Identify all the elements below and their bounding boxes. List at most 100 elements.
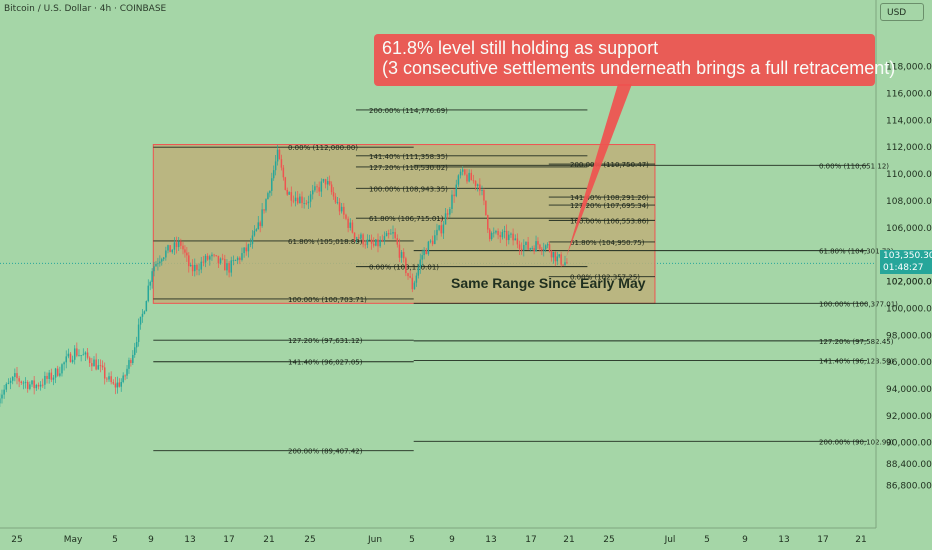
candle-body	[162, 257, 165, 260]
candle-body	[188, 255, 190, 267]
candle-body	[7, 382, 10, 384]
candle-body	[520, 248, 523, 251]
candle-body	[276, 149, 279, 162]
fib-level-label: 200.00% (90,102.90)	[819, 438, 894, 446]
candle-body	[215, 255, 217, 256]
candle-body	[307, 201, 310, 204]
candle-body	[29, 384, 31, 389]
candle-body	[151, 271, 153, 282]
candle-body	[449, 208, 451, 215]
fib-level-label: 127.20% (97,631.12)	[288, 337, 363, 345]
currency-selector[interactable]: USD	[880, 3, 924, 21]
fib-level-label: 200.00% (110,750.47)	[570, 161, 649, 169]
candle-body	[390, 233, 392, 235]
candle-body	[566, 262, 568, 264]
candle-body	[544, 245, 547, 250]
candle-body	[253, 230, 256, 236]
candle-body	[405, 258, 407, 274]
y-tick-label: 114,000.00	[886, 116, 932, 126]
candle-body	[377, 239, 379, 247]
candle-body	[434, 235, 436, 245]
candle-body	[514, 238, 516, 241]
candle-body	[69, 353, 72, 363]
candle-body	[286, 189, 288, 195]
candle-body	[182, 245, 184, 250]
candle-body	[161, 259, 163, 262]
candle-body	[147, 285, 150, 302]
candle-body	[186, 252, 188, 256]
candle-body	[204, 255, 207, 263]
bar-countdown: 01:48:27	[883, 263, 924, 273]
candle-body	[290, 192, 293, 201]
candle-body	[550, 251, 553, 258]
candle-body	[132, 354, 134, 364]
candle-body	[531, 247, 533, 249]
candle-body	[198, 269, 200, 271]
fib-level-label: 0.00% (112,000.00)	[288, 144, 358, 152]
candle-body	[217, 255, 220, 264]
candle-body	[525, 241, 527, 245]
x-tick-label: 13	[184, 535, 195, 545]
candle-body	[322, 179, 325, 182]
candle-body	[444, 213, 447, 225]
candle-body	[508, 234, 510, 241]
annotation-callout[interactable]: 61.8% level still holding as support (3 …	[374, 34, 895, 86]
candle-body	[556, 256, 559, 262]
candle-body	[413, 282, 416, 290]
candle-body	[20, 381, 23, 383]
y-tick-label: 90,000.00	[886, 439, 932, 449]
fib-level-label: 141.40% (108,291.26)	[570, 194, 649, 202]
candle-body	[259, 222, 261, 226]
candle-body	[421, 255, 423, 260]
candle-body	[548, 244, 551, 252]
candle-body	[372, 243, 375, 246]
candle-body	[103, 367, 106, 379]
candle-body	[118, 382, 121, 387]
candle-body	[135, 341, 138, 348]
candle-body	[234, 260, 237, 262]
candle-body	[541, 248, 543, 251]
fib-levels: 0.00% (112,000.00) 61.80% (105,018.89) 100…	[153, 107, 898, 456]
candle-body	[139, 316, 142, 325]
candle-body	[402, 252, 405, 259]
candle-body	[415, 275, 418, 283]
candle-body	[191, 265, 194, 272]
candle-body	[301, 196, 303, 204]
candle-body	[299, 196, 301, 204]
candle-body	[453, 194, 455, 197]
candle-body	[14, 373, 16, 377]
candle-body	[169, 245, 171, 253]
candle-body	[22, 382, 25, 384]
candle-body	[241, 253, 243, 260]
candle-body	[400, 252, 403, 258]
candle-body	[228, 263, 230, 273]
candle-body	[232, 260, 235, 262]
candles	[0, 144, 568, 407]
candle-body	[73, 348, 76, 360]
candle-body	[394, 232, 396, 239]
candle-body	[338, 202, 341, 212]
candle-body	[1, 394, 3, 399]
candle-body	[288, 192, 290, 195]
candle-body	[527, 241, 529, 250]
candle-body	[46, 375, 48, 379]
candle-body	[61, 364, 63, 374]
candle-body	[407, 273, 409, 277]
y-tick-label: 102,000.00	[886, 278, 932, 288]
candle-body	[108, 376, 110, 380]
y-tick-label: 98,000.00	[886, 331, 932, 341]
candle-body	[440, 225, 443, 234]
candle-body	[336, 202, 339, 204]
candle-body	[510, 233, 512, 235]
x-tick-label: 25	[603, 535, 614, 545]
candle-body	[318, 187, 320, 192]
x-tick-label: May	[64, 535, 83, 545]
candle-body	[330, 184, 333, 193]
fib-level-label: 61.80% (104,950.75)	[570, 239, 645, 247]
y-tick-label: 112,000.00	[886, 143, 932, 153]
candle-body	[425, 249, 427, 255]
candle-body	[261, 209, 263, 226]
y-tick-label: 118,000.00	[886, 63, 932, 73]
candle-body	[516, 238, 519, 245]
